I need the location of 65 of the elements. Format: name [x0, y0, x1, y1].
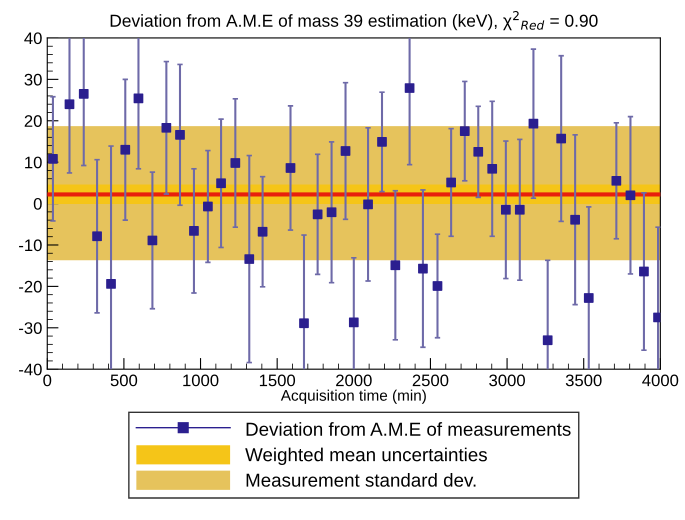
point	[106, 279, 116, 289]
point	[216, 178, 226, 188]
point	[348, 318, 359, 328]
x-tick-label: 2000	[336, 374, 372, 386]
point	[377, 137, 387, 147]
x-tick-label: 3000	[489, 374, 525, 386]
point	[611, 176, 622, 186]
y-tick-label: 10	[25, 156, 42, 168]
point	[134, 94, 144, 104]
point	[230, 158, 240, 168]
y-tick-label: -30	[19, 322, 42, 334]
point	[286, 163, 296, 173]
y-tick-label: -10	[19, 239, 42, 252]
x-tick-label: 1000	[183, 374, 218, 386]
x-tick-label: 0	[43, 374, 52, 386]
point	[418, 264, 428, 274]
y-tick-label: -20	[19, 280, 42, 293]
point	[244, 254, 254, 264]
y-tick-label: 40	[24, 32, 42, 44]
point	[175, 130, 185, 140]
point	[148, 236, 158, 246]
point	[500, 204, 511, 215]
point	[570, 214, 580, 225]
point	[432, 281, 442, 291]
point	[120, 144, 130, 155]
point	[542, 335, 553, 346]
point	[299, 318, 309, 328]
x-tick-label: 2500	[412, 374, 448, 386]
point	[528, 118, 538, 129]
point	[514, 204, 525, 215]
point	[64, 99, 74, 110]
y-tick-label: 20	[24, 115, 42, 127]
point	[626, 190, 636, 200]
y-tick-label: -40	[19, 364, 42, 376]
x-tick-label: 4000	[642, 374, 678, 386]
x-tick-label: 3500	[566, 374, 602, 386]
point	[92, 231, 102, 242]
point	[487, 164, 498, 174]
point	[48, 154, 58, 164]
point	[203, 202, 213, 212]
point	[473, 146, 484, 157]
x-tick-label: 1500	[260, 374, 296, 386]
point	[326, 207, 336, 218]
point	[460, 126, 470, 136]
legend-label: Weighted mean uncertainties	[245, 448, 487, 466]
x-axis-title: Acquisition time (min)	[280, 390, 426, 404]
chart-title: Deviation from A.M.E of mass 39 estimation (keV), χ$^{2}$$_{Red}$ = 0.90	[110, 11, 598, 30]
point	[446, 178, 456, 188]
point	[639, 266, 649, 276]
point	[363, 200, 373, 210]
point	[161, 122, 172, 133]
y-tick-label: 0	[34, 198, 42, 210]
point	[189, 226, 199, 236]
legend-label: Measurement standard dev.	[246, 473, 476, 487]
point	[312, 209, 322, 220]
point	[340, 146, 350, 156]
legend-label: Deviation from A.M.E of measurements	[246, 422, 571, 436]
point	[78, 88, 89, 99]
point	[584, 293, 594, 303]
x-tick-label: 500	[110, 374, 138, 386]
point	[404, 83, 414, 93]
point	[556, 134, 566, 144]
point	[258, 226, 268, 237]
y-tick-label: 30	[24, 74, 42, 86]
point	[390, 260, 400, 270]
